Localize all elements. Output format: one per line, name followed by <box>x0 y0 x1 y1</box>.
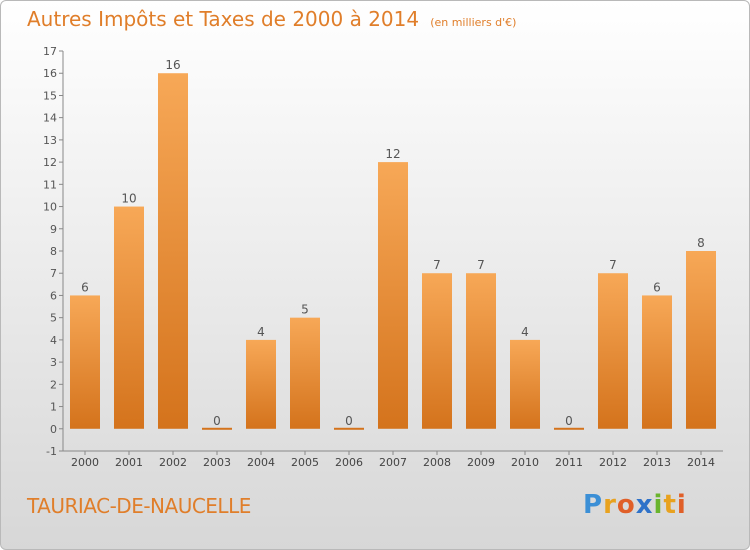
x-tick-label: 2013 <box>643 456 671 469</box>
logo-letter: r <box>603 490 617 520</box>
data-label: 6 <box>653 280 661 294</box>
data-label: 0 <box>565 414 573 428</box>
bar <box>290 317 320 429</box>
bar <box>642 295 672 429</box>
x-tick-label: 2011 <box>555 456 583 469</box>
y-tick-label: 9 <box>50 223 57 236</box>
bar <box>114 206 144 429</box>
data-label: 7 <box>433 258 441 272</box>
logo-letter: i <box>653 490 664 520</box>
x-tick-label: 2014 <box>687 456 715 469</box>
data-label: 4 <box>257 325 265 339</box>
y-tick-label: 12 <box>43 156 57 169</box>
y-tick-label: 6 <box>50 289 57 302</box>
y-tick-label: 4 <box>50 334 57 347</box>
data-label: 7 <box>477 258 485 272</box>
bar <box>510 339 540 429</box>
y-tick-label: 8 <box>50 245 57 258</box>
x-tick-label: 2006 <box>335 456 363 469</box>
logo-letter: x <box>635 490 654 520</box>
data-label: 7 <box>609 258 617 272</box>
chart-title: Autres Impôts et Taxes de 2000 à 2014 <box>27 7 420 31</box>
x-tick-label: 2007 <box>379 456 407 469</box>
logo-letter: t <box>663 490 677 520</box>
data-label: 0 <box>345 414 353 428</box>
y-tick-label: 1 <box>50 401 57 414</box>
bar <box>334 427 364 430</box>
data-label: 0 <box>213 414 221 428</box>
y-tick-label: 15 <box>43 89 57 102</box>
logo-letter: i <box>676 490 687 520</box>
commune-name: TAURIAC-DE-NAUCELLE <box>27 494 251 518</box>
x-tick-label: 2012 <box>599 456 627 469</box>
y-tick-label: 11 <box>43 178 57 191</box>
x-tick-label: 2003 <box>203 456 231 469</box>
x-tick-label: 2008 <box>423 456 451 469</box>
bar <box>246 339 276 429</box>
y-tick-label: -1 <box>46 445 57 458</box>
label-layer: 6 2000 10 2001 16 2002 0 2003 4 2004 5 2005 0 2006 12 2… <box>71 58 715 469</box>
bar <box>598 273 628 429</box>
bar <box>158 73 188 429</box>
y-tick-label: 2 <box>50 378 57 391</box>
y-tick-label: 10 <box>43 201 57 214</box>
x-tick-label: 2005 <box>291 456 319 469</box>
bar <box>554 427 584 430</box>
bar <box>202 427 232 430</box>
bar <box>422 273 452 429</box>
y-tick-label: 16 <box>43 67 57 80</box>
y-tick-label: 0 <box>50 423 57 436</box>
data-label: 12 <box>385 147 400 161</box>
bar-layer <box>70 73 716 430</box>
logo-letter: P <box>583 490 604 520</box>
chart-subtitle: (en milliers d'€) <box>430 16 517 29</box>
chart-title-block: Autres Impôts et Taxes de 2000 à 2014 (e… <box>27 7 516 31</box>
x-tick-label: 2000 <box>71 456 99 469</box>
x-tick-label: 2009 <box>467 456 495 469</box>
x-tick-label: 2004 <box>247 456 275 469</box>
y-tick-label: 5 <box>50 312 57 325</box>
logo-letter: o <box>616 490 636 520</box>
y-tick-label: 7 <box>50 267 57 280</box>
x-tick-label: 2002 <box>159 456 187 469</box>
y-tick-label: 14 <box>43 112 57 125</box>
data-label: 5 <box>301 303 309 317</box>
y-tick-label: 3 <box>50 356 57 369</box>
bar <box>70 295 100 429</box>
data-label: 10 <box>121 192 136 206</box>
x-tick-label: 2001 <box>115 456 143 469</box>
bar <box>466 273 496 429</box>
data-label: 4 <box>521 325 529 339</box>
y-tick-label: 17 <box>43 45 57 58</box>
data-label: 16 <box>165 58 180 72</box>
bar <box>686 251 716 429</box>
bar <box>378 162 408 429</box>
y-tick-label: 13 <box>43 134 57 147</box>
data-label: 6 <box>81 280 89 294</box>
proxiti-logo[interactable]: Proxiti <box>583 490 687 520</box>
data-label: 8 <box>697 236 705 250</box>
x-tick-label: 2010 <box>511 456 539 469</box>
